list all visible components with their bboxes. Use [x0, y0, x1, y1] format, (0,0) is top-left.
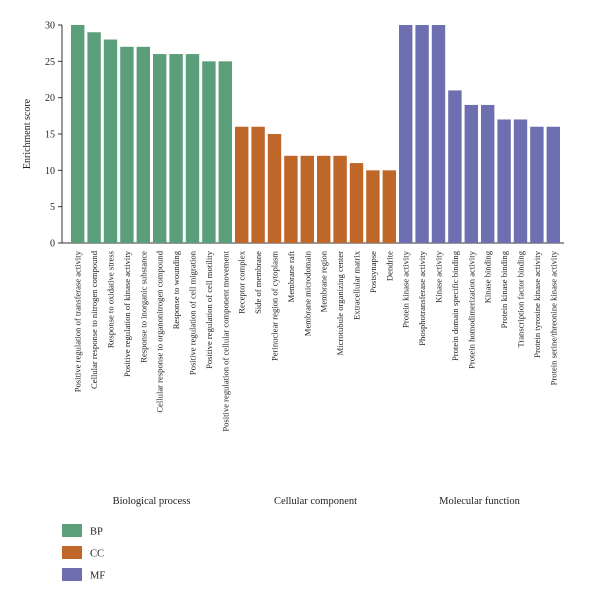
bar-cc: [300, 155, 314, 243]
bar-bp: [185, 54, 200, 243]
category-label: Protein serine/threonine kinase activity: [548, 250, 558, 385]
category-label: Extracellular matrix: [352, 250, 362, 320]
bar-mf: [546, 126, 560, 243]
category-label: Protein kinase activity: [401, 250, 411, 328]
bar-bp: [153, 54, 167, 243]
category-label: Response to inorganic substance: [138, 251, 148, 363]
y-tick-label: 5: [50, 202, 55, 213]
bar-mf: [530, 126, 544, 243]
y-axis: 0 5 10 15 20 25 30: [45, 21, 63, 250]
group-labels: Biological process Cellular component Mole…: [113, 496, 521, 507]
bars: [62, 25, 564, 244]
bar-mf: [448, 90, 462, 244]
bar-mf: [481, 104, 495, 243]
bar-bp: [218, 61, 232, 244]
category-labels: Positive regulation of transferase activ…: [73, 250, 559, 431]
category-label: Dendrite: [384, 251, 394, 281]
y-tick-label: 10: [45, 166, 55, 177]
category-label: Response to wounding: [171, 250, 181, 329]
category-label: Positive regulation of cell migration: [188, 250, 198, 375]
category-label: Kinase activity: [434, 250, 444, 302]
category-label: Cellular response to nitrogen compound: [89, 250, 99, 389]
bar-mf: [415, 25, 429, 243]
category-label: Protein homodimerization activity: [466, 250, 476, 369]
y-axis-title: Enrichment score: [22, 98, 33, 169]
legend-swatch: [62, 546, 82, 559]
bar-bp: [169, 54, 183, 243]
y-tick-label: 30: [45, 21, 55, 32]
bar-cc: [333, 155, 347, 243]
bar-mf: [431, 25, 446, 243]
bar-mf: [497, 119, 511, 243]
bar-cc: [235, 126, 249, 243]
category-label: Membrane region: [319, 250, 329, 312]
bar-bp: [202, 61, 216, 244]
y-tick-label: 15: [45, 130, 55, 141]
category-label: Receptor complex: [237, 250, 247, 313]
category-label: Kinase binding: [483, 250, 493, 303]
category-label: Positive regulation of transferase activ…: [73, 250, 83, 392]
y-tick-label: 0: [50, 239, 55, 250]
bar-cc: [267, 134, 282, 243]
legend-swatch: [62, 568, 82, 581]
legend-label: BP: [90, 527, 103, 538]
bar-mf: [464, 104, 478, 243]
bar-cc: [366, 170, 380, 243]
y-tick-label: 25: [45, 57, 55, 68]
bar-cc: [251, 126, 265, 243]
bar-bp: [71, 25, 85, 243]
bar-cc: [284, 155, 298, 243]
category-label: Protein domain specific binding: [450, 250, 460, 361]
legend-label: CC: [90, 549, 104, 560]
category-label: Positive regulation of kinase activity: [122, 250, 132, 377]
bar-mf: [399, 25, 413, 243]
legend-swatch: [62, 524, 82, 537]
category-label: Phosphotransferase activity: [417, 250, 427, 345]
category-label: Membrane microdomain: [302, 250, 312, 336]
category-label: Positive regulation of cellular componen…: [220, 250, 230, 431]
category-label: Protein tyrosine kinase activity: [532, 250, 542, 357]
group-label-cc: Cellular component: [274, 496, 357, 507]
bar-bp: [120, 46, 134, 243]
category-label: Postsynapse: [368, 251, 378, 293]
category-label: Protein kinase binding: [499, 250, 509, 328]
bar-cc: [382, 170, 396, 243]
bar-bp: [103, 39, 118, 244]
category-label: Positive regulation of cell motility: [204, 250, 214, 369]
bar-cc: [349, 163, 364, 243]
legend: BP CC MF: [62, 524, 105, 582]
group-label-mf: Molecular function: [439, 496, 521, 507]
legend-label: MF: [90, 571, 105, 582]
category-label: Side of membrane: [253, 251, 263, 314]
bar-bp: [136, 46, 150, 243]
category-label: Microtubule organizing center: [335, 251, 345, 356]
bar-cc: [317, 155, 331, 243]
category-label: Cellular response to organonitrogen comp…: [155, 250, 165, 412]
category-label: Transcription factor binding: [516, 250, 526, 347]
bar-mf: [513, 119, 528, 243]
category-label: Perinuclear region of cytoplasm: [270, 251, 280, 361]
category-label: Response to oxidative stress: [106, 250, 116, 348]
bar-bp: [87, 32, 101, 244]
group-label-bp: Biological process: [113, 496, 191, 507]
y-tick-label: 20: [45, 93, 55, 104]
category-label: Membrane raft: [286, 250, 296, 302]
